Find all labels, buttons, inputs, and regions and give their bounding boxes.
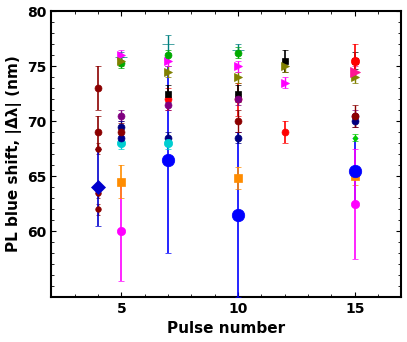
Y-axis label: PL blue shift, |Δλ| (nm): PL blue shift, |Δλ| (nm) [6,56,22,252]
X-axis label: Pulse number: Pulse number [167,321,285,337]
